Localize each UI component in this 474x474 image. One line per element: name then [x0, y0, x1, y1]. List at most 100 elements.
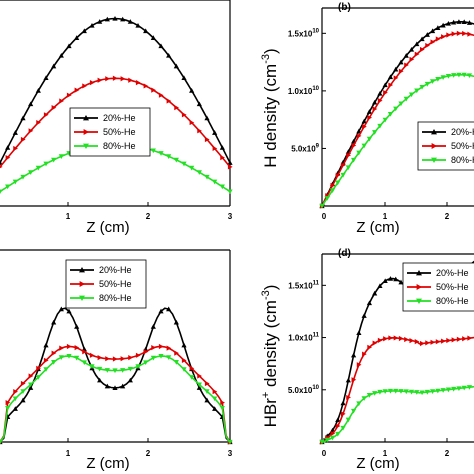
y-tick-exponent: 9	[316, 143, 320, 149]
data-point	[189, 119, 195, 126]
data-point	[74, 87, 80, 93]
y-label-sup: -3	[260, 290, 272, 300]
data-point	[414, 339, 420, 345]
legend-swatch-marker	[416, 298, 422, 304]
data-point	[127, 19, 133, 24]
data-point	[120, 383, 126, 389]
legend-swatch-marker	[83, 143, 89, 149]
data-point	[150, 35, 156, 40]
data-point	[377, 123, 383, 129]
data-point	[387, 74, 394, 80]
data-point	[143, 360, 149, 366]
data-point	[135, 364, 141, 369]
data-point	[112, 356, 118, 362]
data-point	[89, 352, 95, 358]
data-point	[81, 28, 87, 34]
data-point	[120, 368, 126, 373]
y-tick-label: 1.5x1011	[288, 280, 319, 290]
series-line-0	[0, 307, 231, 443]
data-point	[219, 145, 225, 150]
x-axis-label: Z (cm)	[356, 219, 399, 236]
data-point	[204, 389, 210, 394]
data-point	[204, 397, 210, 403]
data-point	[361, 396, 367, 401]
legend-label: 50%-He	[436, 282, 469, 292]
data-point	[196, 170, 202, 175]
data-point	[158, 151, 164, 156]
data-point	[345, 377, 351, 383]
data-point	[324, 196, 330, 201]
data-point	[43, 112, 49, 118]
data-point	[372, 106, 378, 112]
data-point	[28, 170, 34, 175]
data-point	[43, 161, 49, 167]
data-point	[362, 124, 367, 130]
data-point	[377, 389, 383, 395]
data-point	[393, 276, 399, 282]
data-point	[398, 59, 404, 65]
data-point	[150, 324, 156, 329]
data-point	[28, 382, 34, 388]
data-point	[43, 367, 49, 372]
data-point	[82, 349, 87, 355]
data-point	[112, 15, 118, 21]
data-point	[197, 128, 202, 134]
data-point	[430, 339, 436, 345]
data-point	[366, 393, 372, 398]
data-point	[393, 75, 399, 81]
legend-label: 80%-He	[99, 293, 132, 303]
data-point	[51, 360, 57, 365]
data-point	[81, 360, 87, 366]
axis-frame	[0, 205, 230, 207]
data-point	[451, 31, 457, 37]
data-point	[408, 46, 415, 52]
data-point	[5, 145, 11, 150]
data-point	[5, 184, 11, 190]
data-point	[20, 380, 26, 387]
data-point	[20, 174, 26, 180]
x-tick-label: 2	[146, 449, 151, 458]
data-point	[335, 180, 341, 186]
data-point	[158, 353, 164, 359]
data-point	[128, 354, 133, 361]
legend: 20%-He 50%-He 80%-He	[69, 107, 151, 157]
data-point	[329, 435, 336, 441]
data-point	[105, 356, 110, 362]
y-label-part: )	[261, 285, 280, 291]
y-axis-label: H density (cm-3)	[260, 48, 280, 167]
data-point	[393, 335, 399, 341]
data-point	[435, 77, 441, 82]
data-point	[404, 62, 409, 68]
data-point	[58, 154, 64, 159]
data-point	[356, 401, 362, 407]
data-point	[451, 73, 457, 78]
data-point	[36, 119, 41, 126]
data-point	[377, 337, 383, 343]
data-point	[12, 406, 18, 411]
data-point	[0, 189, 3, 195]
data-point	[430, 39, 436, 45]
panel-label: (d)	[338, 248, 351, 259]
data-point	[403, 96, 409, 102]
data-point	[409, 337, 415, 344]
data-point	[440, 22, 446, 28]
data-point	[59, 98, 64, 104]
data-point	[173, 360, 179, 365]
y-label-sup: +	[260, 392, 272, 398]
data-point	[227, 189, 233, 195]
x-tick-label: 3	[228, 212, 233, 221]
data-point	[393, 66, 399, 72]
x-tick-label: 2	[146, 212, 151, 221]
data-point	[398, 279, 404, 285]
data-point	[89, 364, 95, 369]
data-point	[58, 52, 64, 58]
data-point	[112, 385, 118, 391]
data-point	[366, 300, 372, 306]
y-label-sup: -3	[260, 54, 272, 64]
data-point	[0, 439, 3, 445]
data-point	[181, 342, 187, 348]
legend-label: 80%-He	[103, 141, 136, 151]
data-point	[466, 385, 473, 390]
data-point	[330, 430, 336, 437]
data-point	[20, 397, 26, 403]
